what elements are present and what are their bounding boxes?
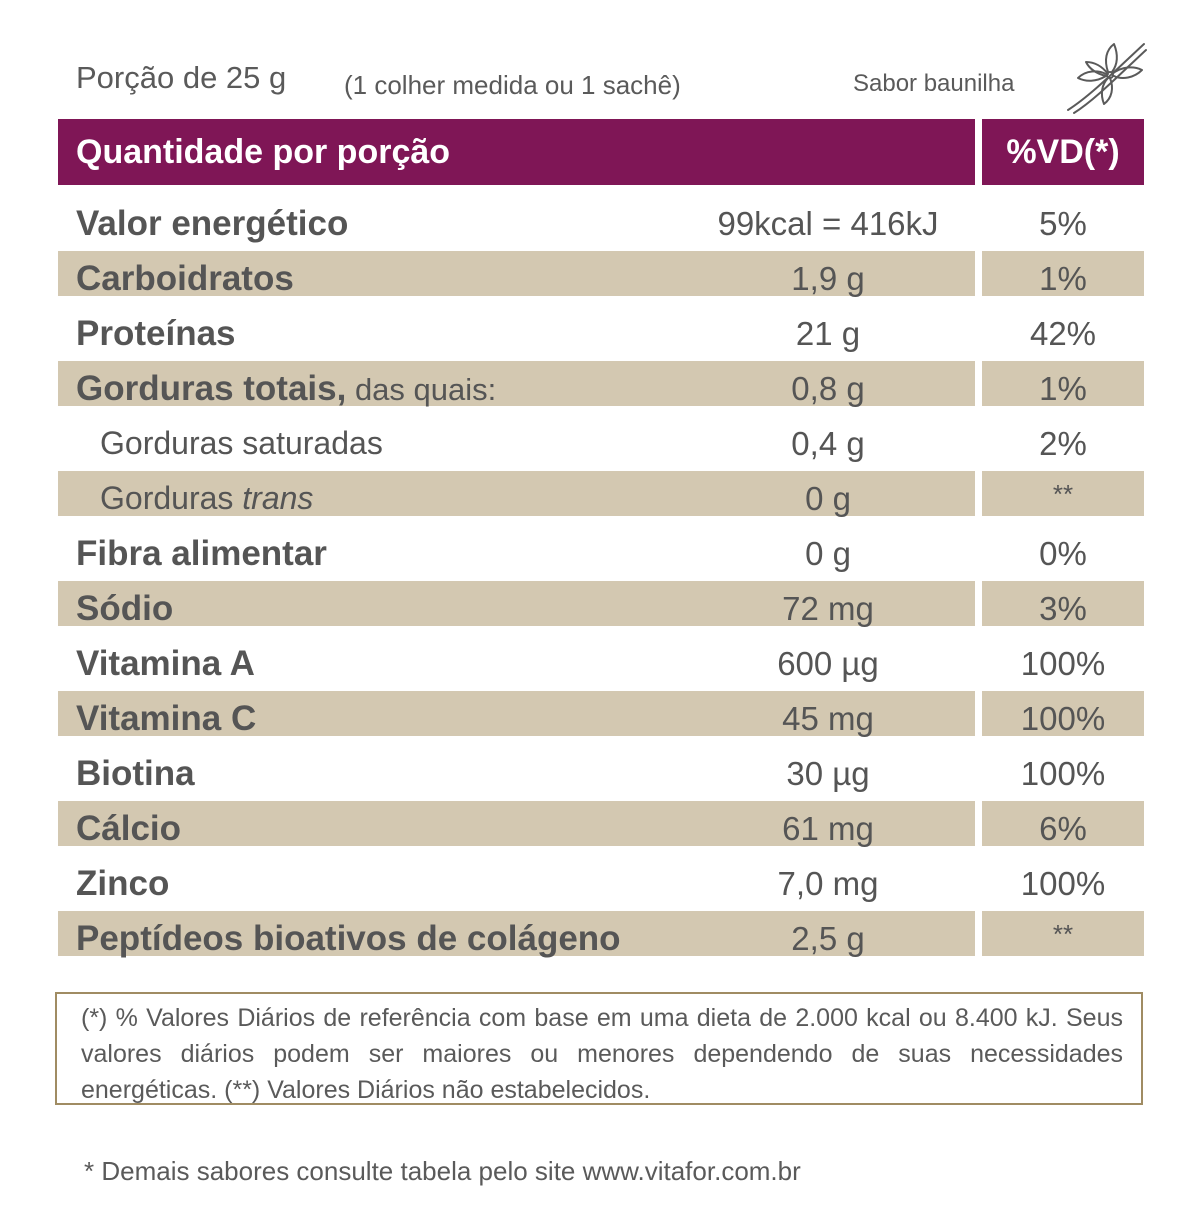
header-vd: %VD(*) (982, 119, 1144, 185)
row-amount: 600 µg (777, 645, 879, 682)
row-amount: 0 g (805, 535, 851, 572)
row-vd: 100% (1020, 865, 1106, 902)
row-label: Biotina (76, 754, 195, 793)
table-row: Sódio 72 mg 3% (0, 581, 1200, 636)
row-amount: 0 g (805, 480, 851, 517)
row-amount: 30 µg (786, 755, 870, 792)
row-vd: 100% (1020, 755, 1106, 792)
row-label-main: Gorduras totais, (76, 369, 347, 408)
row-vd: 5% (1039, 205, 1087, 242)
row-vd: 6% (1039, 810, 1087, 847)
row-vd: 42% (1029, 315, 1097, 352)
row-label-extra: das quais: (346, 372, 497, 407)
row-amount: 7,0 mg (777, 865, 879, 902)
row-amount: 61 mg (782, 810, 874, 847)
table-row: Gorduras trans 0 g ** (0, 471, 1200, 526)
row-label-italic: trans (242, 480, 314, 516)
table-row: Valor energético 99kcal = 416kJ 5% (0, 196, 1200, 251)
table-row: Vitamina C 45 mg 100% (0, 691, 1200, 746)
row-vd: 100% (1020, 700, 1106, 737)
row-vd: 1% (1039, 370, 1087, 407)
table-row: Biotina 30 µg 100% (0, 746, 1200, 801)
row-label: Carboidratos (76, 259, 294, 298)
row-label: Sódio (76, 589, 174, 628)
row-vd: ** (1052, 479, 1074, 509)
table-row: Fibra alimentar 0 g 0% (0, 526, 1200, 581)
vanilla-flower-icon (1067, 43, 1147, 114)
row-amount: 45 mg (782, 700, 874, 737)
row-amount: 72 mg (782, 590, 874, 627)
site-note: * Demais sabores consulte tabela pelo si… (84, 1156, 801, 1186)
flavor-label: Sabor baunilha (853, 70, 1015, 97)
table-row: Carboidratos 1,9 g 1% (0, 251, 1200, 306)
row-label: Valor energético (76, 204, 349, 243)
row-vd: 100% (1020, 645, 1106, 682)
footnote-text: (*) % Valores Diários de referência com … (81, 1004, 1123, 1104)
row-label: Cálcio (76, 809, 182, 848)
table-row: Zinco 7,0 mg 100% (0, 856, 1200, 911)
row-amount: 0,8 g (791, 370, 865, 407)
footnote-box: (*) % Valores Diários de referência com … (55, 992, 1143, 1105)
row-vd: 1% (1039, 260, 1087, 297)
header-quantity: Quantidade por porção (58, 119, 975, 185)
table-row: Proteínas 21 g 42% (0, 306, 1200, 361)
row-label: Vitamina A (76, 644, 255, 683)
row-label: Peptídeos bioativos de colágeno (76, 919, 621, 958)
table-row: Peptídeos bioativos de colágeno 2,5 g ** (0, 911, 1200, 966)
row-amount: 0,4 g (791, 425, 865, 462)
serving-size: Porção de 25 g (76, 60, 287, 95)
row-vd: 3% (1039, 590, 1087, 627)
row-label-main: Gorduras (100, 480, 243, 516)
row-vd: 2% (1039, 425, 1087, 462)
row-label: Gorduras totais, das quais: (76, 361, 496, 416)
row-amount: 99kcal = 416kJ (717, 205, 939, 242)
serving-note: (1 colher medida ou 1 sachê) (344, 70, 681, 100)
table-row: Gorduras totais, das quais: 0,8 g 1% (0, 361, 1200, 416)
row-label: Gorduras trans (100, 471, 313, 526)
nutrition-table: Valor energético 99kcal = 416kJ 5% Carbo… (0, 196, 1200, 966)
row-label: Vitamina C (76, 699, 257, 738)
table-row: Gorduras saturadas 0,4 g 2% (0, 416, 1200, 471)
row-amount: 1,9 g (791, 260, 865, 297)
row-label: Zinco (76, 864, 170, 903)
row-label: Proteínas (76, 314, 236, 353)
row-vd: 0% (1039, 535, 1087, 572)
table-row: Cálcio 61 mg 6% (0, 801, 1200, 856)
row-label: Fibra alimentar (76, 534, 327, 573)
row-amount: 2,5 g (791, 920, 865, 957)
row-vd: ** (1052, 919, 1074, 949)
row-amount: 21 g (795, 315, 861, 352)
table-row: Vitamina A 600 µg 100% (0, 636, 1200, 691)
row-label: Gorduras saturadas (100, 425, 383, 461)
